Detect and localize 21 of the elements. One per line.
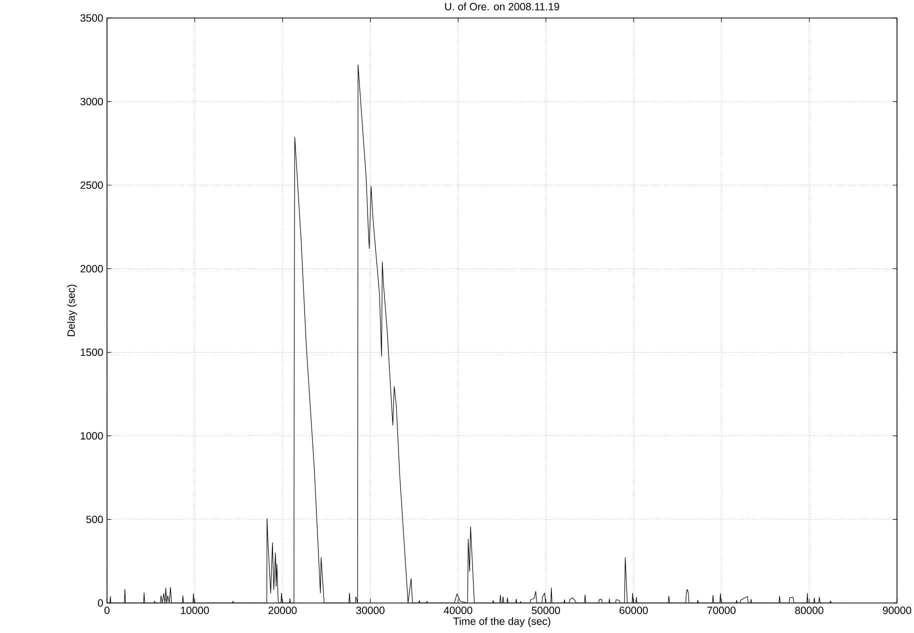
x-axis-title: Time of the day (sec) <box>453 617 550 627</box>
x-tick-label: 50000 <box>532 606 560 614</box>
y-tick-label: 1500 <box>80 348 103 356</box>
y-tick-label: 3000 <box>80 98 103 106</box>
y-tick-label: 500 <box>86 516 103 524</box>
x-tick-label: 0 <box>104 606 110 614</box>
x-tick-label: 90000 <box>882 606 912 614</box>
y-axis-title: Delay (sec) <box>67 284 77 336</box>
chart-title: U. of Ore. on 2008.11.19 <box>445 2 560 10</box>
x-tick-label: 10000 <box>181 606 209 614</box>
y-tick-label: 1000 <box>80 432 103 440</box>
y-tick-label: 2500 <box>80 181 103 189</box>
x-tick-label: 40000 <box>444 606 472 614</box>
x-tick-label: 20000 <box>268 606 297 614</box>
x-tick-label: 80000 <box>795 606 824 614</box>
y-tick-label: 2000 <box>80 265 103 272</box>
y-tick-label: 3500 <box>80 14 103 22</box>
x-tick-label: 70000 <box>707 606 736 614</box>
y-tick-label: 0 <box>98 599 103 607</box>
x-tick-label: 60000 <box>620 606 648 614</box>
x-tick-label: 30000 <box>356 606 384 614</box>
